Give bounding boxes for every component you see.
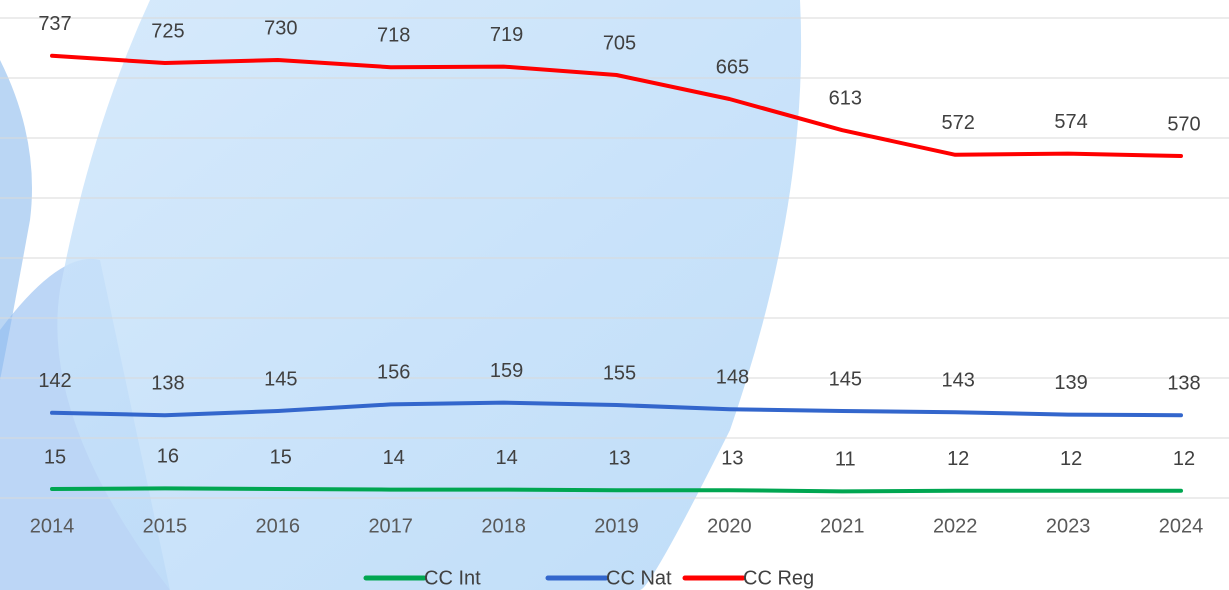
data-label: 570 [1167,113,1200,135]
data-label: 13 [608,447,630,469]
data-label: 12 [1173,448,1195,470]
data-label: 718 [377,24,410,46]
x-tick-label: 2022 [933,515,978,537]
data-label: 737 [38,13,71,35]
data-label: 11 [835,449,856,471]
data-label: 725 [151,20,184,42]
data-label: 159 [490,360,523,382]
legend-label: CC Reg [743,567,814,589]
data-label: 13 [721,447,743,469]
data-label: 16 [157,446,179,468]
data-label: 142 [38,370,71,392]
data-label: 574 [1054,111,1087,133]
data-label: 145 [829,368,862,390]
x-tick-label: 2016 [256,515,301,537]
legend-label: CC Nat [606,567,672,589]
x-tick-label: 2018 [481,515,526,537]
data-label: 613 [829,87,862,109]
x-tick-label: 2021 [820,515,865,537]
x-tick-label: 2019 [594,515,639,537]
data-label: 14 [383,447,405,469]
x-tick-label: 2015 [143,515,188,537]
data-label: 572 [942,112,975,134]
data-label: 155 [603,362,636,384]
page: {"chart_data": {"type": "line", "categor… [0,0,1229,590]
x-tick-label: 2020 [707,515,752,537]
data-label: 705 [603,32,636,54]
data-label: 665 [716,56,749,78]
data-label: 12 [947,448,969,470]
data-label: 148 [716,366,749,388]
data-label: 14 [495,447,517,469]
chart: 2014 2015 2016 2017 2018 2019 2020 2021 2022 2023… [0,0,1229,590]
x-tick-label: 2024 [1159,515,1204,537]
data-label: 719 [490,24,523,46]
x-tick-label: 2014 [30,515,75,537]
data-label: 15 [270,446,292,468]
data-label: 145 [264,368,297,390]
data-label: 138 [1167,372,1200,394]
data-label: 138 [151,372,184,394]
x-tick-label: 2023 [1046,515,1091,537]
legend-label: CC Int [424,567,481,589]
data-label: 139 [1054,372,1087,394]
data-label: 15 [44,446,66,468]
data-label: 12 [1060,448,1082,470]
data-label: 143 [942,369,975,391]
x-tick-label: 2017 [368,515,413,537]
data-label: 730 [264,17,297,39]
data-label: 156 [377,362,410,384]
